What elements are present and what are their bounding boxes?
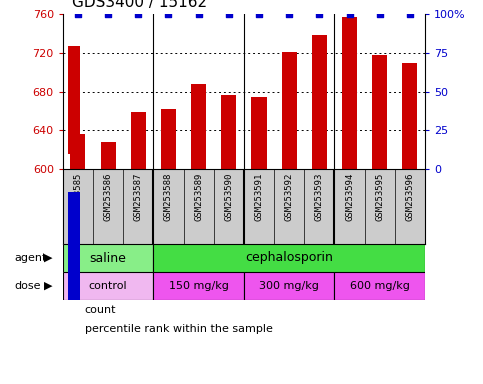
Point [406,11,414,17]
Bar [154,272,244,300]
Point [315,11,323,17]
Text: saline: saline [90,252,127,265]
Text: GSM253589: GSM253589 [194,173,203,221]
Text: GSM253587: GSM253587 [134,173,143,221]
Point [195,11,202,17]
Text: GSM253593: GSM253593 [315,173,324,221]
Text: ▶: ▶ [44,281,53,291]
Bar [63,244,154,272]
Text: GSM253588: GSM253588 [164,173,173,221]
Point [104,11,112,17]
Point [346,11,354,17]
Point [134,11,142,17]
Text: GSM253592: GSM253592 [284,173,294,221]
Bar [154,244,425,272]
Text: 150 mg/kg: 150 mg/kg [169,281,228,291]
Text: GSM253591: GSM253591 [255,173,264,221]
Text: ▶: ▶ [44,253,53,263]
Bar [131,112,146,384]
Bar [402,63,417,384]
Text: 300 mg/kg: 300 mg/kg [259,281,319,291]
Bar [335,272,425,300]
Text: GSM253596: GSM253596 [405,173,414,221]
Text: cephalosporin: cephalosporin [245,252,333,265]
Bar [282,52,297,384]
Bar [100,142,115,384]
Bar [252,97,267,384]
Bar [68,46,80,154]
Bar [244,272,334,300]
Text: dose: dose [14,281,41,291]
Text: GSM253595: GSM253595 [375,173,384,221]
Point [255,11,263,17]
Bar [161,109,176,384]
Bar [342,17,357,384]
Bar [71,134,85,384]
Text: agent: agent [14,253,47,263]
Bar [63,272,154,300]
Bar [221,95,236,384]
Point [165,11,172,17]
Text: GDS3400 / 15162: GDS3400 / 15162 [72,0,208,10]
Bar [312,35,327,384]
Text: GSM253590: GSM253590 [224,173,233,221]
Point [225,11,233,17]
Point [376,11,384,17]
Bar [191,84,206,384]
Text: percentile rank within the sample: percentile rank within the sample [85,324,272,334]
Text: count: count [85,305,116,315]
Text: control: control [89,281,128,291]
Text: GSM253586: GSM253586 [103,173,113,221]
Bar [372,55,387,384]
Point [74,11,82,17]
Bar [68,192,80,300]
Point [285,11,293,17]
Text: GSM253594: GSM253594 [345,173,354,221]
Text: 600 mg/kg: 600 mg/kg [350,281,410,291]
Text: GSM253585: GSM253585 [73,173,83,221]
